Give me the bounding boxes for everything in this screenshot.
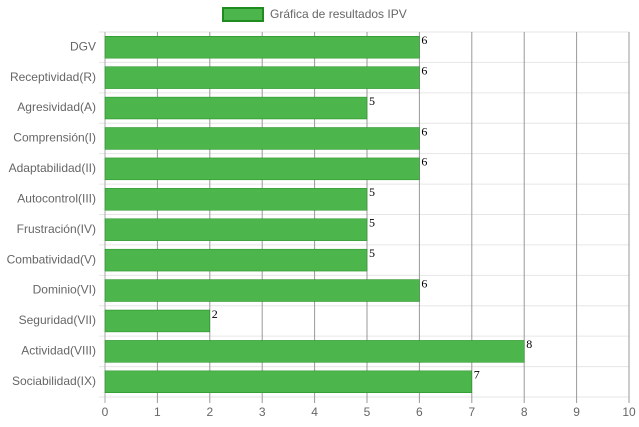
y-tick-label: Adaptabilidad(II) [9,161,96,175]
data-label: 5 [369,185,375,199]
x-tick-label: 3 [259,405,266,419]
bar [104,127,420,150]
y-tick-label: Dominio(VI) [33,283,96,297]
y-tick-label: Sociabilidad(IX) [12,374,96,388]
bar [104,157,420,181]
y-tick-label: Comprensión(I) [13,131,96,145]
bar [104,309,211,333]
x-tick-label: 0 [102,405,109,419]
data-label: 5 [369,216,375,230]
y-tick-label: Frustración(IV) [17,222,96,236]
y-tick-label: Agresividad(A) [17,100,96,114]
data-label: 7 [474,368,480,382]
x-tick-label: 4 [311,405,318,419]
legend-swatch [222,7,264,22]
x-tick-label: 8 [521,405,528,419]
x-tick-label: 9 [573,405,580,419]
bar [104,248,368,272]
bar [104,370,473,393]
x-tick-label: 5 [364,405,371,419]
data-label: 5 [369,94,375,108]
data-label: 6 [421,63,427,77]
x-tick-label: 7 [468,405,475,419]
bar [104,188,368,211]
data-label: 6 [421,155,427,169]
x-tick-label: 2 [206,405,213,419]
bar [104,36,420,59]
bar [104,279,420,302]
x-tick-label: 6 [416,405,423,419]
y-tick-label: Autocontrol(III) [17,191,96,205]
y-tick-label: DGV [70,39,96,53]
x-tick-label: 1 [154,405,161,419]
bar [104,340,525,363]
bar [104,218,368,241]
data-label: 6 [421,33,427,47]
data-label: 6 [421,276,427,290]
y-tick-label: Actividad(VIII) [21,344,96,358]
y-tick-label: Combatividad(V) [7,252,96,266]
legend-label: Gráfica de resultados IPV [270,7,407,21]
data-label: 8 [526,337,532,351]
y-tick-label: Seguridad(VII) [19,313,96,327]
data-label: 2 [212,307,218,321]
y-tick-label: Receptividad(R) [10,70,96,84]
x-tick-label: 10 [622,405,636,419]
data-label: 5 [369,246,375,260]
data-label: 6 [421,124,427,138]
bar [104,96,368,120]
bar [104,66,420,89]
